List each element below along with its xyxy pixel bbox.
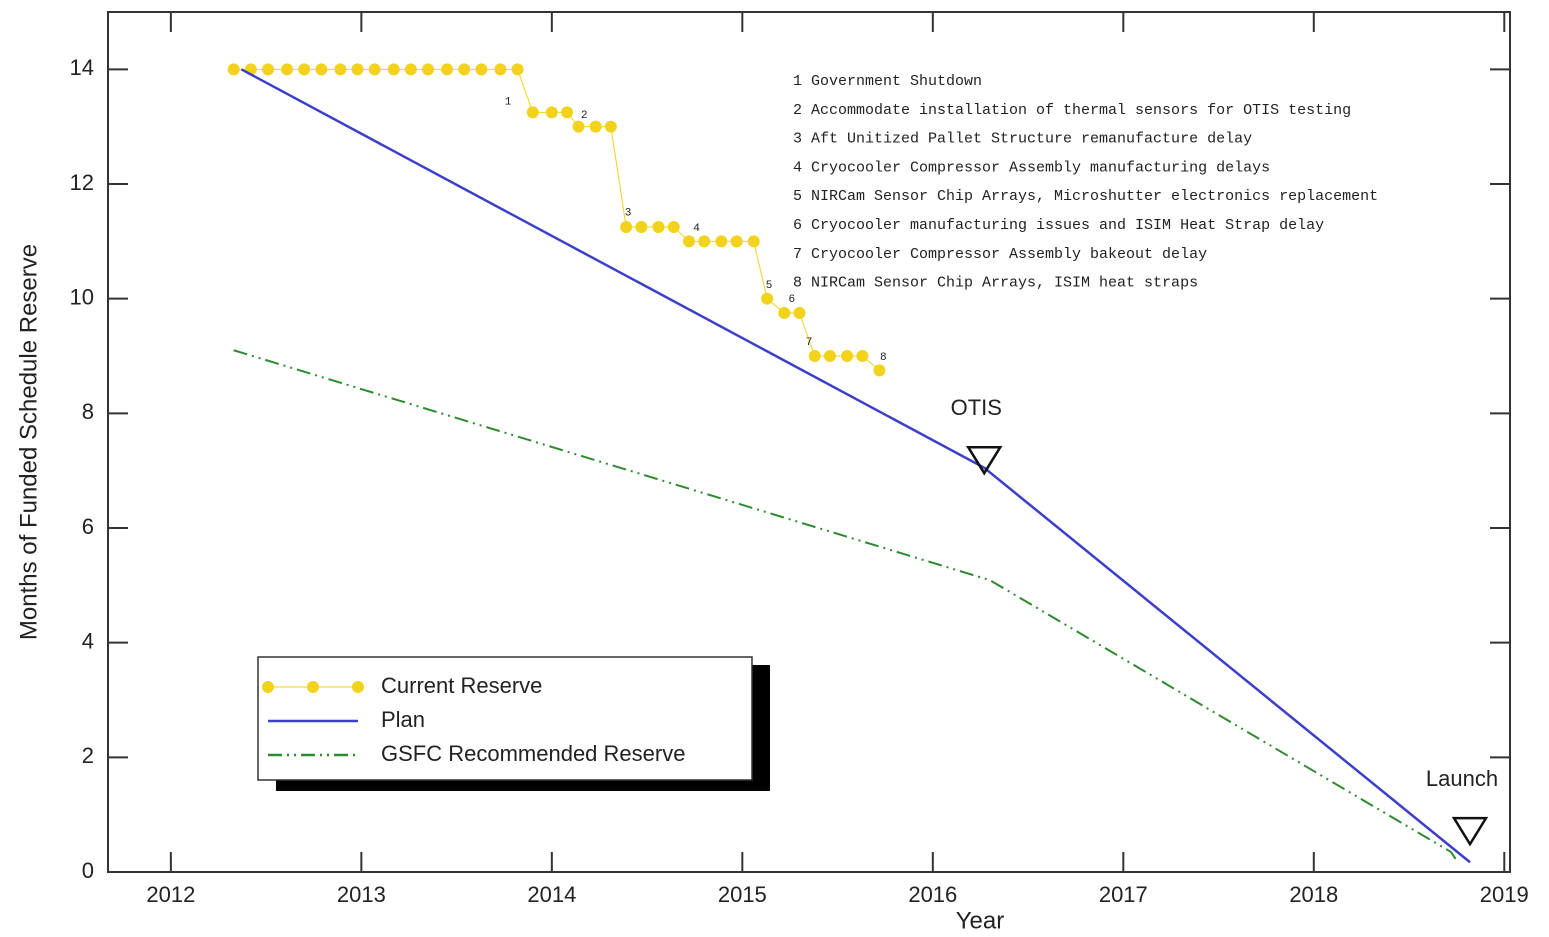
marker <box>873 364 886 377</box>
marker <box>458 63 471 76</box>
marker <box>368 63 381 76</box>
marker <box>793 307 806 319</box>
marker <box>682 235 695 248</box>
legend-box <box>257 656 753 781</box>
series-line <box>233 349 1458 862</box>
x-tick-label: 2013 <box>337 882 386 907</box>
marker <box>526 106 539 119</box>
marker <box>404 63 417 76</box>
step-label: 6 <box>789 294 796 306</box>
marker <box>589 120 602 133</box>
marker <box>315 63 328 76</box>
marker <box>747 235 760 248</box>
marker <box>761 292 774 305</box>
marker <box>841 350 854 362</box>
marker <box>545 106 558 119</box>
y-tick-label: 0 <box>82 858 94 883</box>
x-axis-label: Year <box>956 907 1005 934</box>
x-tick-label: 2015 <box>718 882 767 907</box>
marker <box>422 63 435 76</box>
legend-marker <box>307 681 319 693</box>
legend-label: GSFC Recommended Reserve <box>381 741 685 766</box>
step-label: 2 <box>581 110 588 122</box>
x-tick-label: 2012 <box>146 882 195 907</box>
marker <box>441 63 454 76</box>
marker <box>698 235 711 248</box>
series-line <box>240 68 1471 864</box>
y-tick-label: 12 <box>70 170 94 195</box>
marker <box>635 221 648 233</box>
marker <box>387 63 400 76</box>
note: 3 Aft Unitized Pallet Structure remanufa… <box>793 131 1252 148</box>
step-label: 7 <box>806 337 813 349</box>
marker <box>511 63 524 76</box>
y-tick-label: 10 <box>70 284 94 309</box>
step-label: 5 <box>766 280 773 292</box>
marker <box>823 350 836 362</box>
marker <box>778 307 791 319</box>
marker <box>652 221 665 233</box>
marker <box>572 120 585 133</box>
series-line <box>233 68 880 371</box>
marker <box>856 350 869 362</box>
note: 7 Cryocooler Compressor Assembly bakeout… <box>793 246 1207 263</box>
step-label: 8 <box>880 352 887 364</box>
y-axis-label: Months of Funded Schedule Reserve <box>15 244 42 640</box>
note: 4 Cryocooler Compressor Assembly manufac… <box>793 159 1270 176</box>
marker <box>667 221 680 233</box>
marker <box>334 63 347 76</box>
x-tick-label: 2016 <box>908 882 957 907</box>
marker <box>561 106 574 119</box>
step-label: 3 <box>625 208 632 220</box>
y-tick-label: 6 <box>82 514 94 539</box>
marker <box>227 63 240 76</box>
marker <box>262 63 275 76</box>
note: 8 NIRCam Sensor Chip Arrays, ISIM heat s… <box>793 275 1198 292</box>
note: 1 Government Shutdown <box>793 73 982 90</box>
y-tick-label: 2 <box>82 743 94 768</box>
note: 2 Accommodate installation of thermal se… <box>793 102 1351 119</box>
plot-frame <box>107 11 1511 873</box>
note: 6 Cryocooler manufacturing issues and IS… <box>793 217 1324 234</box>
milestone-marker <box>1451 816 1489 847</box>
note: 5 NIRCam Sensor Chip Arrays, Microshutte… <box>793 188 1378 205</box>
y-tick-label: 4 <box>82 628 94 653</box>
legend-label: Current Reserve <box>381 673 542 698</box>
x-tick-label: 2018 <box>1289 882 1338 907</box>
x-tick-label: 2019 <box>1480 882 1529 907</box>
marker <box>281 63 294 76</box>
marker <box>620 221 633 233</box>
y-tick-label: 14 <box>70 55 94 80</box>
milestone-marker <box>966 445 1003 476</box>
x-tick-label: 2014 <box>527 882 576 907</box>
legend-marker <box>352 681 364 693</box>
marker <box>730 235 743 248</box>
step-label: 4 <box>693 223 700 235</box>
y-tick-label: 8 <box>82 399 94 424</box>
x-tick-label: 2017 <box>1099 882 1148 907</box>
milestone-label: OTIS <box>951 395 1002 420</box>
step-label: 1 <box>505 96 512 108</box>
legend-label: Plan <box>381 707 425 732</box>
marker <box>494 63 507 76</box>
legend-marker <box>262 681 274 693</box>
marker <box>808 350 821 362</box>
milestone-label: Launch <box>1426 766 1498 791</box>
marker <box>475 63 488 76</box>
marker <box>715 235 728 248</box>
marker <box>604 120 617 133</box>
marker <box>351 63 364 76</box>
marker <box>298 63 311 76</box>
